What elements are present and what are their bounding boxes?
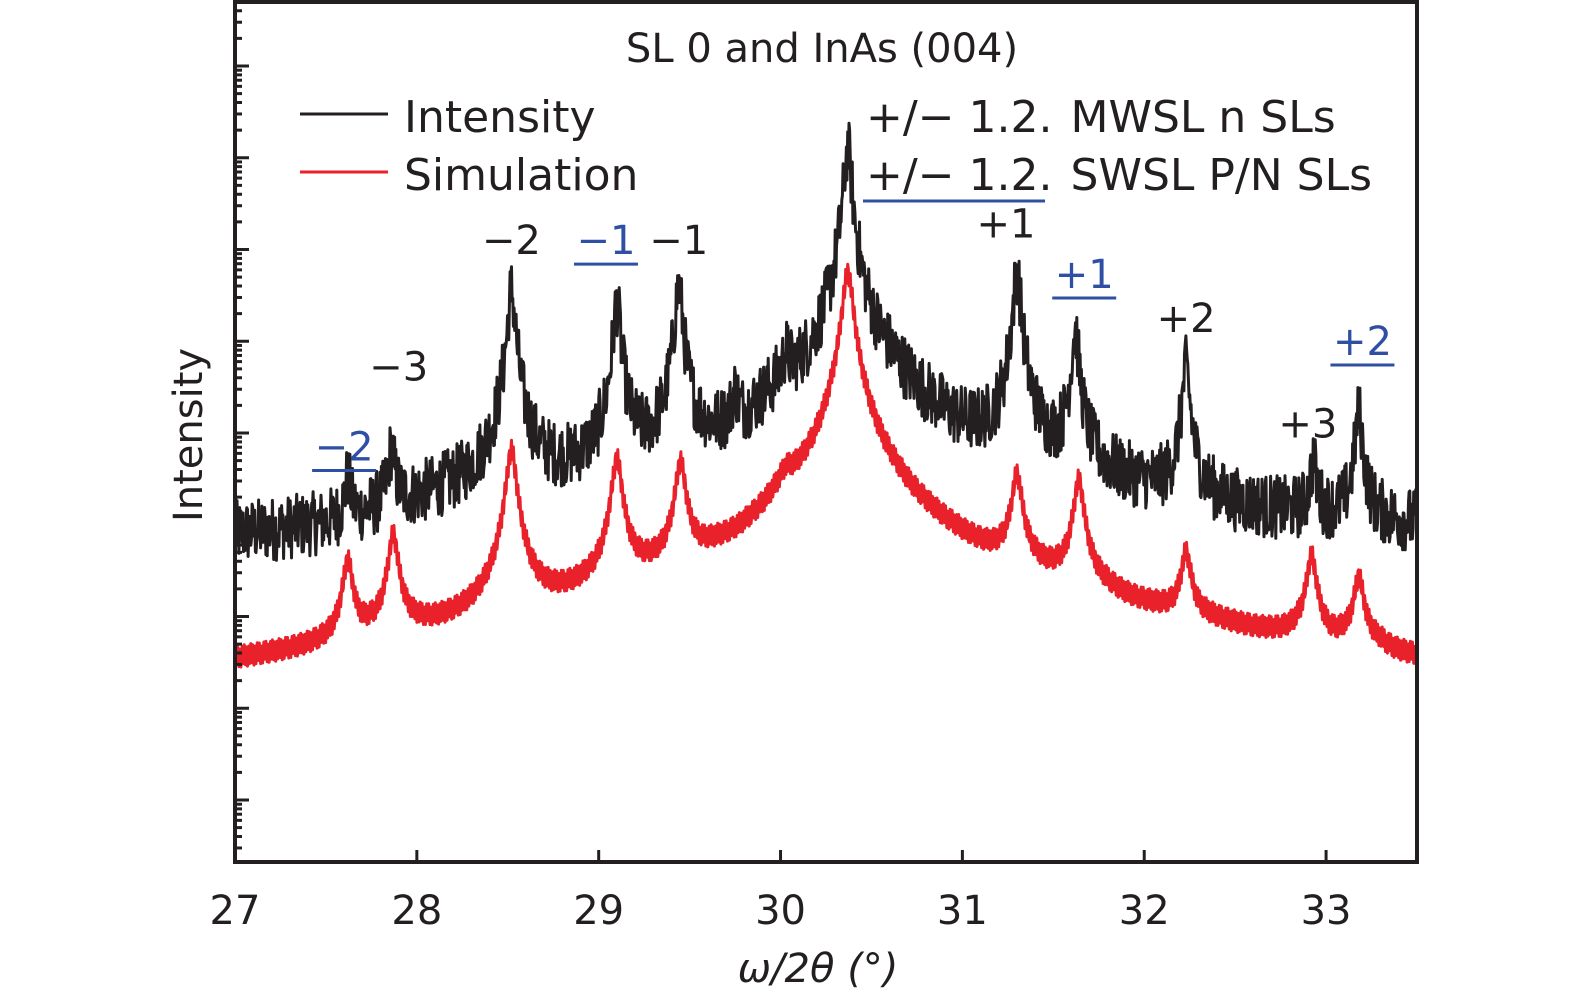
peak-annotations: −3 −2 −2 −1 −1 +1 +1 +2 +3 +2 [312, 202, 1395, 473]
legend-label-intensity: Intensity [404, 92, 596, 143]
key-note-swsl: +/− 1.2. SWSL P/N SLs [866, 150, 1372, 201]
key-note-swsl-prefix: +/− 1.2. [866, 150, 1053, 201]
legend: Intensity Simulation [300, 92, 638, 201]
key-note-mwsl-prefix: +/− 1.2. [866, 92, 1053, 143]
peak-label-mwsl-p3: +3 [1278, 402, 1337, 448]
x-tick-label: 31 [937, 888, 988, 934]
peak-label-swsl-p1: +1 [1055, 252, 1114, 298]
key-note-mwsl-label: MWSL n SLs [1071, 92, 1336, 143]
x-axis-title: ω/2θ (°) [738, 946, 899, 992]
peak-label-swsl-m1: −1 [576, 218, 635, 264]
legend-label-simulation: Simulation [404, 150, 638, 201]
peak-label-swsl-p2: +2 [1333, 319, 1392, 365]
x-tick-label: 28 [391, 888, 442, 934]
y-axis-title: Intensity [166, 348, 212, 522]
peak-label-mwsl-p1: +1 [977, 202, 1036, 248]
x-tick-label: 30 [755, 888, 806, 934]
order-key: +/− 1.2. MWSL n SLs +/− 1.2. SWSL P/N SLs [863, 92, 1372, 203]
key-note-swsl-label: SWSL P/N SLs [1071, 150, 1373, 201]
peak-label-mwsl-p2: +2 [1157, 296, 1216, 342]
x-axis-tick-labels: 27 28 29 30 31 32 33 [210, 888, 1352, 934]
x-axis-ticks [415, 850, 1328, 862]
series-line-simulation [235, 262, 1417, 669]
peak-label-mwsl-m2: −2 [482, 218, 541, 264]
peak-label-mwsl-m3: −3 [369, 345, 428, 391]
key-note-mwsl: +/− 1.2. MWSL n SLs [866, 92, 1336, 143]
peak-label-mwsl-m1: −1 [649, 218, 708, 264]
x-tick-label: 32 [1119, 888, 1170, 934]
x-tick-label: 27 [210, 888, 261, 934]
series-line-intensity [235, 121, 1417, 562]
x-tick-label: 33 [1301, 888, 1352, 934]
x-tick-label: 29 [573, 888, 624, 934]
chart-title: SL 0 and InAs (004) [626, 26, 1018, 72]
peak-label-swsl-m2: −2 [315, 425, 374, 471]
y-axis-ticks [235, 9, 249, 850]
